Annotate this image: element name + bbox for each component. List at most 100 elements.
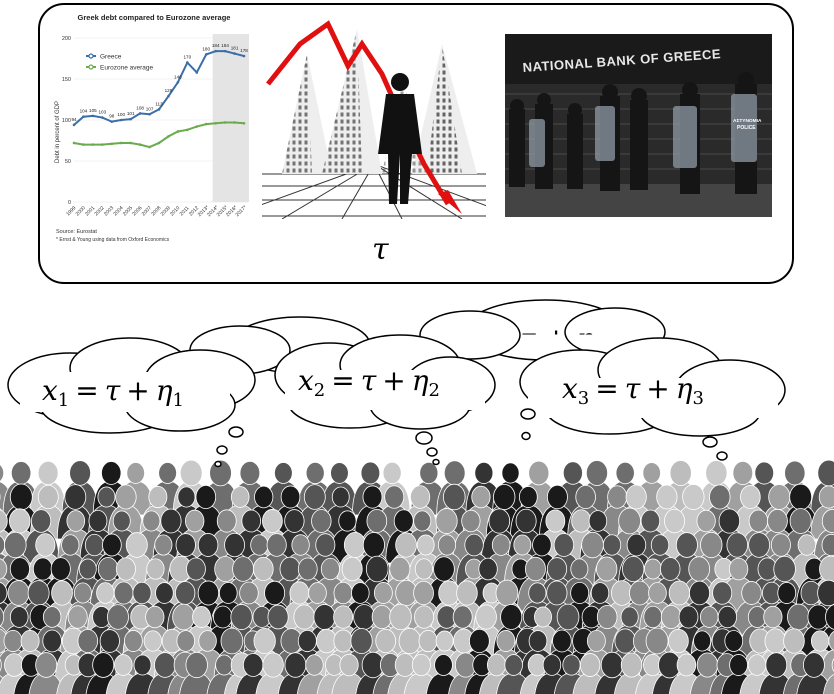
series-point	[138, 143, 142, 146]
person-head	[414, 605, 435, 629]
person-head	[224, 532, 245, 558]
person-head	[488, 508, 511, 534]
person-head	[803, 652, 825, 678]
person-head	[254, 485, 274, 509]
person-head	[175, 533, 196, 557]
data-label: 113	[155, 101, 163, 106]
series-point	[233, 121, 236, 124]
person-head	[442, 483, 466, 511]
data-label: 100	[117, 112, 125, 117]
y-tick-label: 50	[65, 159, 71, 165]
series-point	[204, 122, 208, 126]
person-head	[471, 485, 491, 509]
person-head	[740, 484, 761, 510]
person-head	[264, 580, 286, 606]
person-head	[478, 557, 498, 581]
crowd-silhouettes	[0, 459, 834, 694]
person-head	[675, 532, 698, 558]
person-head	[291, 534, 310, 556]
person-head	[124, 630, 143, 652]
person-head	[464, 533, 484, 557]
person-head	[413, 510, 432, 532]
person-head	[126, 462, 145, 484]
person-head	[709, 484, 731, 510]
person-head	[20, 629, 40, 653]
person-head	[570, 581, 590, 605]
series-point	[148, 112, 151, 116]
person-head	[61, 534, 80, 556]
series-point	[138, 112, 142, 115]
series-point	[91, 143, 95, 146]
data-label: 178	[240, 48, 248, 53]
person-head	[418, 629, 438, 653]
person-head	[629, 580, 651, 606]
person-head	[393, 509, 414, 533]
person-head	[362, 485, 383, 509]
series-point	[242, 121, 246, 125]
person-head	[546, 557, 568, 581]
person-head	[239, 581, 259, 605]
person-head	[534, 606, 552, 628]
person-head	[160, 508, 182, 534]
person-head	[179, 459, 203, 487]
person-head	[456, 580, 478, 606]
person-head	[382, 461, 402, 485]
person-head	[384, 485, 405, 509]
person-head	[155, 582, 174, 604]
data-label: 129	[165, 88, 173, 93]
chart-plot-area: 0501001502001999200020012002200320042005…	[62, 34, 249, 218]
person-head	[789, 483, 813, 511]
person-head	[27, 580, 50, 606]
person-head	[748, 532, 770, 558]
person-head	[474, 461, 494, 485]
person-head	[371, 604, 393, 630]
person-head	[297, 557, 318, 581]
data-label: 104	[80, 109, 88, 114]
person-head	[763, 605, 783, 629]
person-head	[645, 627, 669, 655]
person-head	[602, 534, 622, 556]
person-head	[585, 460, 608, 486]
series-point	[214, 49, 217, 53]
data-label: 107	[146, 106, 154, 111]
person-head	[501, 462, 520, 484]
person-head	[69, 460, 92, 486]
person-head	[333, 605, 354, 629]
series-point	[119, 141, 123, 145]
person-head	[303, 484, 326, 510]
person-head	[216, 509, 237, 533]
person-head	[101, 461, 122, 485]
person-head	[338, 510, 357, 532]
police-shields	[529, 94, 757, 168]
person-head	[154, 534, 173, 556]
person-head	[195, 484, 217, 510]
legend-entry: Greece	[100, 54, 122, 61]
data-label: 103	[98, 110, 106, 115]
person-head	[626, 533, 647, 557]
person-head	[625, 484, 647, 510]
legend-entry: Eurozone average	[100, 65, 154, 72]
person-head	[747, 654, 767, 676]
y-tick-label: 200	[62, 36, 71, 42]
person-head	[42, 606, 62, 628]
person-head	[644, 558, 662, 580]
person-head	[650, 534, 670, 556]
person-head	[588, 510, 608, 532]
person-head	[495, 579, 519, 607]
person-head	[726, 532, 749, 558]
person-head	[112, 510, 131, 532]
person-head	[366, 508, 388, 534]
y-tick-label: 0	[68, 200, 71, 206]
series-point	[195, 71, 199, 74]
person-head	[817, 579, 834, 607]
person-head	[496, 630, 516, 652]
person-head	[351, 582, 370, 604]
person-head	[542, 654, 562, 676]
series-point	[242, 54, 246, 58]
thought-bubble-1	[7, 337, 256, 468]
person-head	[528, 630, 548, 652]
person-head	[828, 630, 834, 652]
series-point	[101, 116, 104, 119]
person-head	[545, 509, 566, 533]
person-head	[311, 509, 332, 533]
